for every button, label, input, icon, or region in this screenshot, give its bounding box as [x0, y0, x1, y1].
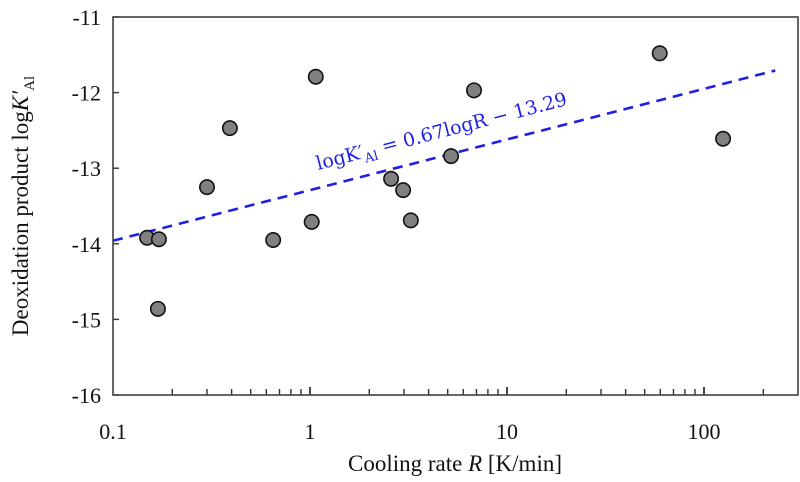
- x-tick-label: 100: [688, 419, 721, 444]
- data-point: [443, 148, 460, 165]
- data-point: [307, 68, 324, 85]
- data-point: [383, 170, 400, 187]
- y-tick-label: -15: [72, 307, 101, 332]
- data-point: [651, 45, 668, 62]
- y-tick-label: -16: [72, 383, 101, 408]
- y-tick-label: -11: [72, 5, 101, 30]
- x-tick-label: 0.1: [99, 419, 127, 444]
- data-point: [395, 182, 412, 199]
- data-point: [402, 212, 419, 229]
- data-point: [303, 213, 320, 230]
- y-tick-label: -13: [72, 156, 101, 181]
- y-axis-title: Deoxidation product logK′Al: [8, 76, 38, 336]
- x-tick-label: 1: [305, 419, 316, 444]
- data-point: [715, 130, 732, 147]
- y-tick-label: -12: [72, 81, 101, 106]
- data-point: [198, 179, 215, 196]
- data-point: [150, 231, 167, 248]
- plot-frame: [112, 16, 799, 396]
- data-point: [265, 232, 282, 249]
- x-axis-title: Cooling rate R [K/min]: [348, 451, 562, 476]
- data-point: [149, 300, 166, 317]
- x-tick-label: 10: [496, 419, 518, 444]
- data-point: [466, 82, 483, 99]
- data-point: [221, 120, 238, 137]
- y-tick-label: -14: [72, 232, 101, 257]
